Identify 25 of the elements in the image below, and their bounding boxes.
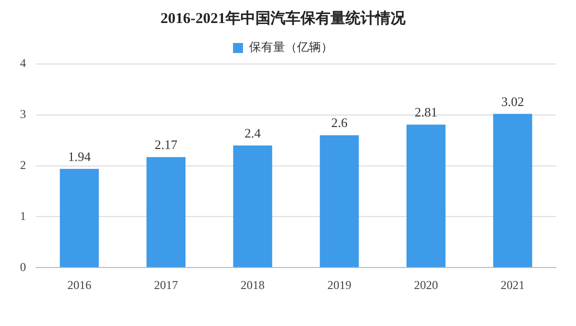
bar xyxy=(493,114,532,268)
data-label: 2.81 xyxy=(414,104,438,120)
data-label: 3.02 xyxy=(501,94,524,109)
x-tick-label: 2016 xyxy=(67,278,92,292)
data-label: 2.17 xyxy=(154,137,178,152)
chart-title: 2016-2021年中国汽车保有量统计情况 xyxy=(160,8,406,27)
bar xyxy=(60,168,99,268)
data-label: 1.94 xyxy=(68,148,92,164)
legend-label: 保有量（亿辆） xyxy=(249,40,333,54)
bar xyxy=(406,124,446,268)
y-tick-label: 0 xyxy=(20,260,26,274)
y-tick-label: 3 xyxy=(20,107,26,122)
bar xyxy=(320,135,359,268)
bar xyxy=(233,145,272,268)
x-tick-label: 2018 xyxy=(240,278,265,292)
x-tick-label: 2017 xyxy=(154,278,178,292)
y-tick-label: 4 xyxy=(20,56,26,70)
y-tick-label: 1 xyxy=(20,208,26,223)
x-tick-label: 2019 xyxy=(327,278,352,292)
x-tick-label: 2021 xyxy=(500,278,525,292)
x-tick-label: 2020 xyxy=(414,278,438,292)
data-label: 2.4 xyxy=(244,125,262,140)
bar xyxy=(146,157,186,268)
data-label: 2.6 xyxy=(331,115,348,130)
y-tick-label: 2 xyxy=(20,158,26,172)
